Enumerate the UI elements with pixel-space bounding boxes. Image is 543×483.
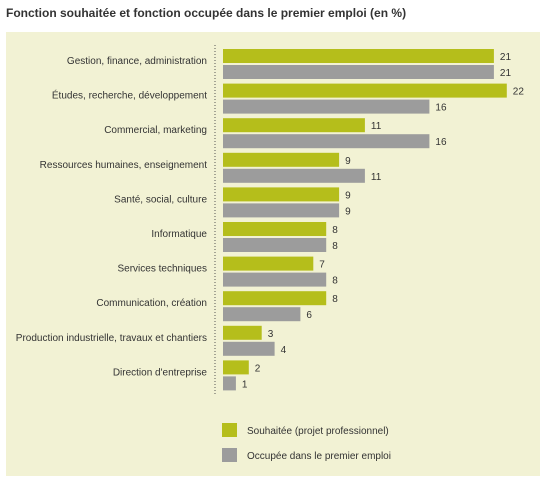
bar-souhaitee [223,187,340,202]
data-label: 22 [513,87,525,98]
category-label: Communication, création [96,298,207,309]
data-label: 8 [332,276,338,287]
category-label: Ressources humaines, enseignement [40,160,208,171]
data-label: 6 [306,310,312,321]
legend-label: Souhaitée (projet professionnel) [247,426,389,437]
data-label: 9 [345,190,351,201]
category-label: Direction d'entreprise [113,367,208,378]
data-label: 8 [332,225,338,236]
data-label: 8 [332,241,338,252]
bar-occupee [223,99,430,114]
bar-occupee [223,134,430,149]
bar-occupee [223,65,494,79]
bar-occupee [223,272,327,287]
bar-souhaitee [223,291,327,306]
bar-occupee [223,238,327,252]
bar-souhaitee [223,360,249,375]
data-label: 8 [332,294,338,305]
bar-occupee [223,168,365,183]
data-label: 21 [500,52,512,63]
bar-souhaitee [223,256,314,271]
data-label: 16 [435,137,447,148]
data-label: 11 [371,121,382,132]
legend-swatch [222,448,237,462]
data-label: 21 [500,68,512,79]
category-label: Production industrielle, travaux et chan… [16,333,207,344]
data-label: 1 [242,379,248,390]
category-label: Services techniques [118,264,208,275]
bar-occupee [223,203,340,218]
data-label: 16 [435,103,447,114]
data-label: 9 [345,206,351,217]
category-label: Commercial, marketing [104,125,207,136]
category-label: Gestion, finance, administration [67,56,207,67]
data-label: 2 [255,363,261,374]
bar-occupee [223,341,275,356]
category-label: Études, recherche, développement [52,89,207,102]
bar-occupee [223,307,301,322]
data-label: 9 [345,156,351,167]
bar-souhaitee [223,325,262,340]
bar-souhaitee [223,118,365,133]
legend-label: Occupée dans le premier emploi [247,451,391,462]
category-label: Informatique [151,229,207,240]
category-label: Santé, social, culture [114,194,207,205]
bar-occupee [223,376,236,391]
legend-swatch [222,423,237,437]
data-label: 4 [281,345,287,356]
data-label: 3 [268,329,274,340]
data-label: 7 [319,260,325,271]
bar-souhaitee [223,83,507,98]
bar-souhaitee [223,152,340,167]
bar-souhaitee [223,49,494,63]
chart-title: Fonction souhaitée et fonction occupée d… [6,6,407,20]
data-label: 11 [371,172,382,183]
bar-souhaitee [223,222,327,236]
